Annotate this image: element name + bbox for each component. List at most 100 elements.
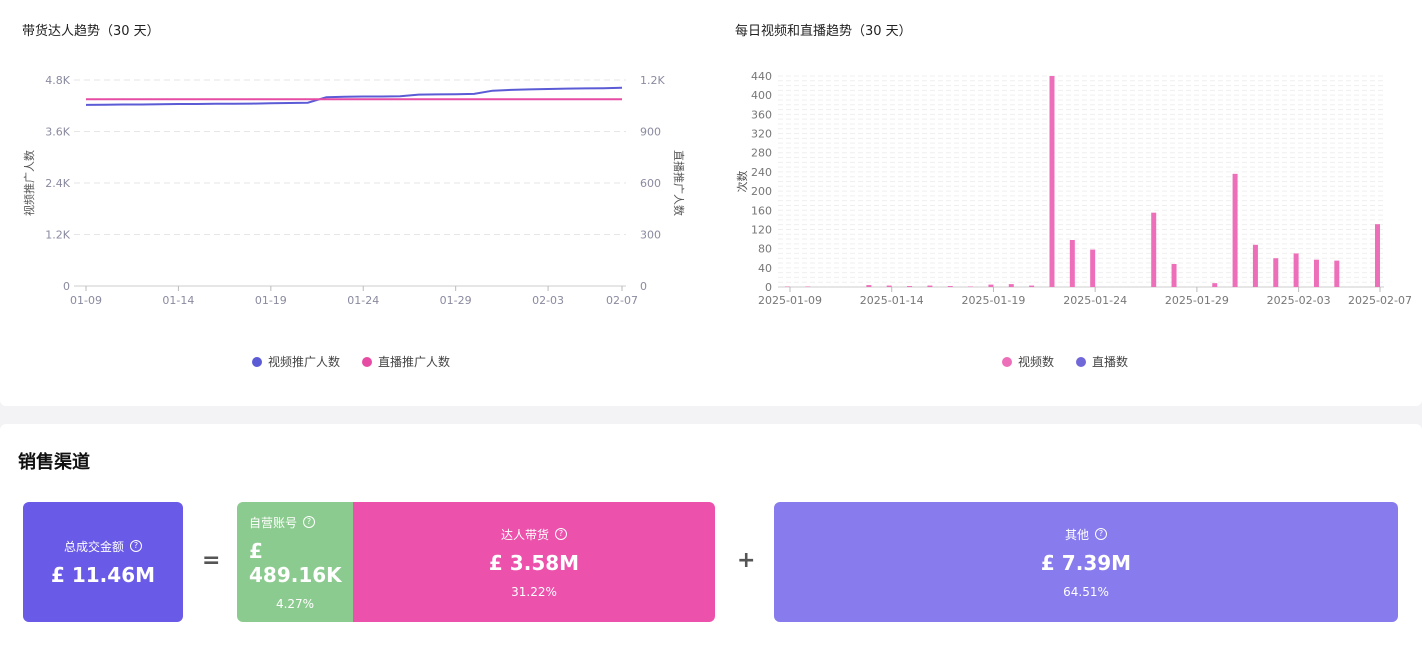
x-tick-label: 02-07 xyxy=(606,294,638,307)
legend-dot-live xyxy=(362,356,373,367)
other-label: 其他 xyxy=(1064,527,1089,542)
y-left-axis-label: 视频推广人数 xyxy=(22,150,36,216)
video-count-bar xyxy=(866,285,872,287)
self-account-percent: 4.27% xyxy=(275,596,315,611)
self-account-value: £ 489.16K xyxy=(249,538,342,587)
video-count-bar xyxy=(1232,173,1238,287)
video-count-bar xyxy=(1029,285,1035,287)
video-count-bar xyxy=(947,286,953,287)
plus-sign: + xyxy=(737,548,756,573)
video-count-bar xyxy=(1090,249,1096,287)
legend-label-live: 直播推广人数 xyxy=(378,355,451,369)
video-count-bar xyxy=(927,285,933,287)
daily-video-live-chart: 0 40 80 120 160 200 240 280 320 360 400 440 2025-01-… xyxy=(735,70,1412,307)
legend-item-live-promoters[interactable]: 直播推广人数 xyxy=(362,353,450,370)
y-tick-label: 240 xyxy=(751,166,772,179)
x-tick-label: 01-14 xyxy=(162,294,194,307)
right-chart-legend: 视频数 直播数 xyxy=(1002,353,1128,370)
influencer-trend-chart: 0 1.2K 2.4K 3.6K 4.8K 0 300 600 900 1.2K 01-09 01-1… xyxy=(22,74,686,307)
legend-item-video-promoters[interactable]: 视频推广人数 xyxy=(252,353,340,370)
y-tick-label: 160 xyxy=(751,204,772,217)
video-count-bar xyxy=(1008,284,1014,287)
total-gmv-label: 总成交金额 xyxy=(63,539,124,554)
y-right-axis-label: 直播推广人数 xyxy=(672,150,686,216)
video-count-bar xyxy=(1293,253,1299,287)
y-right-tick-label: 900 xyxy=(640,126,661,139)
help-icon[interactable]: ? xyxy=(130,540,142,552)
video-count-bar xyxy=(1049,76,1055,287)
legend-item-lives[interactable]: 直播数 xyxy=(1076,353,1128,370)
self-account-card: 自营账号? £ 489.16K 4.27% xyxy=(237,502,353,622)
y-tick-label: 200 xyxy=(751,185,772,198)
equals-sign: = xyxy=(202,548,221,573)
video-count-bar xyxy=(1212,283,1218,287)
help-icon[interactable]: ? xyxy=(303,516,316,528)
video-count-bar xyxy=(1151,212,1157,287)
y-tick-label: 400 xyxy=(751,89,772,102)
self-account-label: 自营账号 xyxy=(249,515,298,530)
video-count-bar xyxy=(988,284,994,287)
x-tick-label: 02-03 xyxy=(532,294,564,307)
y-left-tick-label: 0 xyxy=(63,280,70,293)
video-count-bar xyxy=(886,285,892,287)
help-icon[interactable]: ? xyxy=(555,528,567,540)
trend-panel: 带货达人趋势（30 天） 0 1.2K 2.4K 3.6K 4.8K 0 300 600 900… xyxy=(0,0,1422,406)
legend-dot-video xyxy=(252,356,262,367)
influencer-card: 达人带货? £ 3.58M 31.22% xyxy=(353,502,715,622)
video-count-bar xyxy=(1171,263,1177,287)
influencer-value: £ 3.58M xyxy=(488,550,580,575)
legend-dot-videos xyxy=(1002,356,1012,367)
left-chart-legend: 视频推广人数 直播推广人数 xyxy=(252,353,450,370)
legend-label-videos: 视频数 xyxy=(1018,355,1055,369)
help-icon[interactable]: ? xyxy=(1095,528,1107,540)
total-gmv-card: 总成交金额? £ 11.46M xyxy=(23,502,183,622)
x-tick-label: 2025-01-09 xyxy=(758,294,822,307)
legend-item-videos[interactable]: 视频数 xyxy=(1002,353,1054,370)
y-tick-label: 280 xyxy=(751,147,772,160)
y-tick-label: 0 xyxy=(765,281,772,294)
y-tick-label: 120 xyxy=(751,223,772,236)
legend-label-video: 视频推广人数 xyxy=(268,355,341,369)
video-count-bar xyxy=(1375,224,1380,287)
y-axis-label: 次数 xyxy=(735,171,749,193)
x-tick-label: 2025-02-03 xyxy=(1267,294,1331,307)
x-tick-label: 2025-01-29 xyxy=(1165,294,1229,307)
x-tick-label: 2025-01-19 xyxy=(961,294,1025,307)
other-percent: 64.51% xyxy=(1063,584,1109,599)
x-tick-label: 2025-02-07 xyxy=(1348,294,1412,307)
series-line-video-promoters xyxy=(85,86,623,106)
x-tick-label: 01-29 xyxy=(440,294,472,307)
x-tick-label: 01-09 xyxy=(70,294,102,307)
other-channel-card: 其他? £ 7.39M 64.51% xyxy=(774,502,1398,622)
y-right-tick-label: 0 xyxy=(640,280,647,293)
y-right-tick-label: 600 xyxy=(640,177,661,190)
y-left-tick-label: 1.2K xyxy=(45,229,70,242)
left-chart-title: 带货达人趋势（30 天） xyxy=(22,24,160,39)
y-left-tick-label: 3.6K xyxy=(45,126,70,139)
video-count-bar xyxy=(907,286,913,287)
y-tick-label: 80 xyxy=(758,243,772,256)
other-value: £ 7.39M xyxy=(1040,550,1132,575)
video-count-bar xyxy=(1313,259,1319,287)
y-left-tick-label: 4.8K xyxy=(45,74,70,87)
y-tick-label: 360 xyxy=(751,108,772,121)
influencer-label: 达人带货 xyxy=(500,527,549,542)
video-count-bar xyxy=(1069,240,1075,287)
sales-channel-title: 销售渠道 xyxy=(18,452,90,473)
y-left-tick-label: 2.4K xyxy=(45,177,70,190)
video-count-bar xyxy=(1273,258,1279,287)
x-tick-label: 01-19 xyxy=(255,294,287,307)
video-count-bar xyxy=(1334,260,1340,287)
total-gmv-value: £ 11.46M xyxy=(50,562,156,587)
x-tick-label: 2025-01-24 xyxy=(1063,294,1127,307)
video-count-bar xyxy=(1252,244,1258,287)
right-chart-title: 每日视频和直播趋势（30 天） xyxy=(735,24,912,39)
y-tick-label: 320 xyxy=(751,128,772,141)
x-tick-label: 01-24 xyxy=(347,294,379,307)
influencer-percent: 31.22% xyxy=(511,584,557,599)
legend-dot-lives xyxy=(1076,356,1087,367)
y-right-tick-label: 300 xyxy=(640,229,661,242)
y-tick-label: 40 xyxy=(758,262,772,275)
y-right-tick-label: 1.2K xyxy=(640,74,665,87)
x-tick-label: 2025-01-14 xyxy=(860,294,924,307)
